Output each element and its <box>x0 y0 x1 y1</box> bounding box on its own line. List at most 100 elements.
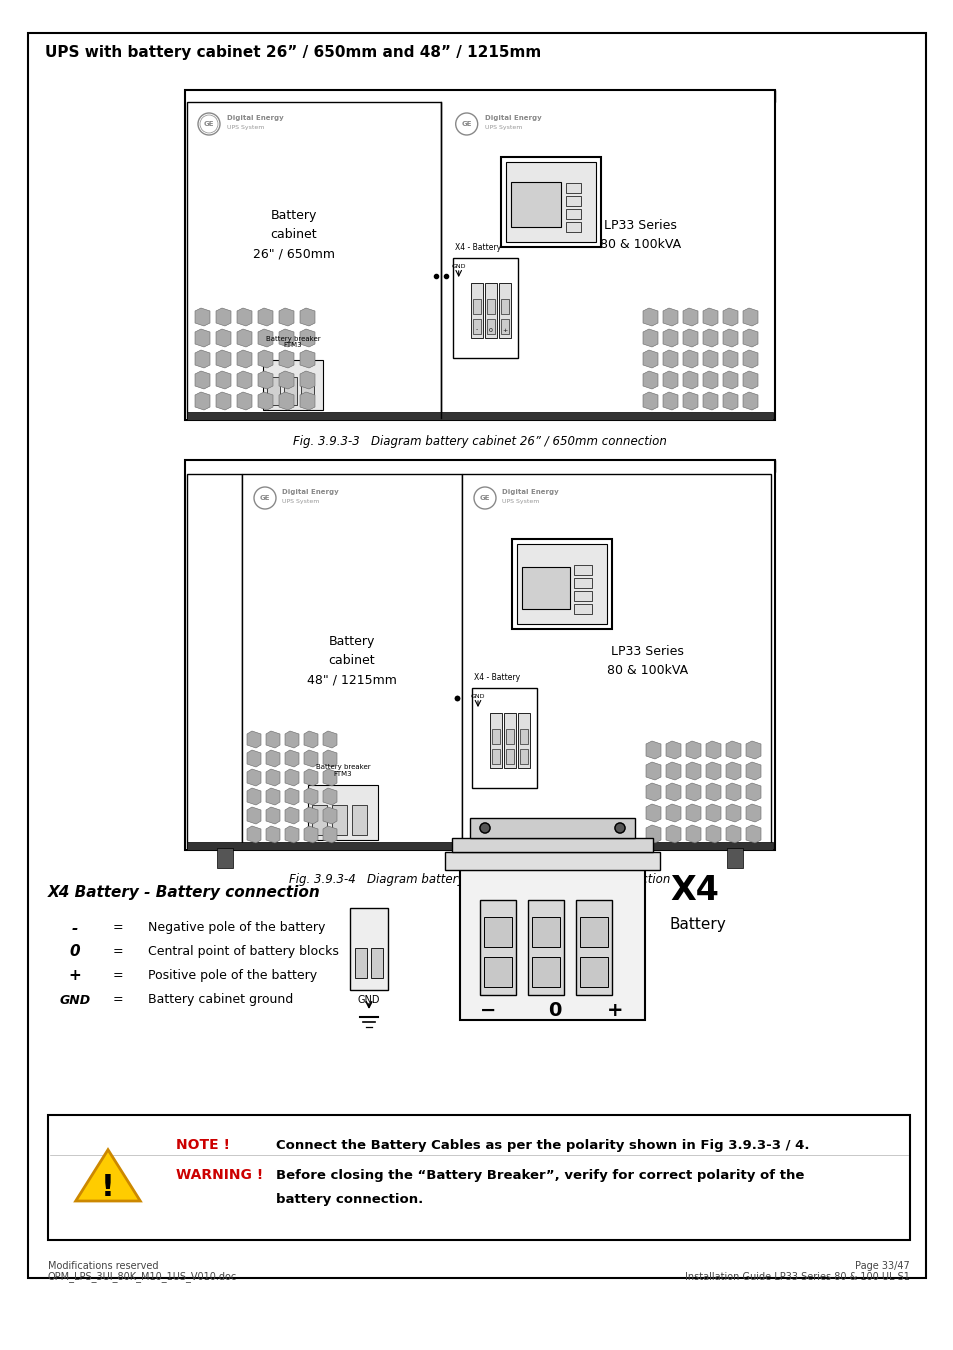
Polygon shape <box>247 826 261 842</box>
Text: Digital Energy: Digital Energy <box>227 115 283 122</box>
Polygon shape <box>278 350 294 369</box>
Polygon shape <box>215 308 231 325</box>
Polygon shape <box>236 308 252 325</box>
Bar <box>500 298 508 315</box>
Polygon shape <box>722 329 738 347</box>
Polygon shape <box>215 329 231 347</box>
Polygon shape <box>685 805 700 822</box>
Text: GE: GE <box>461 122 472 127</box>
Bar <box>500 319 508 333</box>
Text: GND: GND <box>451 263 465 269</box>
Polygon shape <box>725 761 740 780</box>
Text: !: ! <box>101 1173 114 1202</box>
Bar <box>565 221 580 232</box>
Bar <box>574 578 592 589</box>
Bar <box>574 603 592 614</box>
Polygon shape <box>247 751 261 767</box>
Text: Negative pole of the battery: Negative pole of the battery <box>148 922 325 934</box>
Bar <box>517 544 606 624</box>
Bar <box>486 298 495 315</box>
Polygon shape <box>266 826 280 842</box>
Text: Digital Energy: Digital Energy <box>501 489 558 495</box>
Text: UPS System: UPS System <box>501 500 538 505</box>
Bar <box>187 412 772 420</box>
Polygon shape <box>682 392 698 410</box>
Polygon shape <box>702 308 718 325</box>
Text: X4 - Battery: X4 - Battery <box>474 674 519 682</box>
Polygon shape <box>285 807 298 824</box>
Bar <box>350 909 388 990</box>
Polygon shape <box>685 825 700 842</box>
Text: X4 - Battery: X4 - Battery <box>455 243 500 252</box>
Bar <box>194 108 335 140</box>
Bar <box>486 319 495 333</box>
Text: battery connection.: battery connection. <box>275 1193 423 1207</box>
Polygon shape <box>662 392 678 410</box>
Polygon shape <box>645 783 660 801</box>
Bar <box>483 917 512 946</box>
Bar <box>492 749 499 764</box>
Bar <box>371 948 382 977</box>
Polygon shape <box>323 751 336 767</box>
Polygon shape <box>722 392 738 410</box>
Polygon shape <box>299 329 314 347</box>
Polygon shape <box>742 371 758 389</box>
Polygon shape <box>194 392 210 410</box>
Bar <box>267 377 280 405</box>
Bar <box>492 729 499 744</box>
Text: FTM3: FTM3 <box>283 342 302 348</box>
Text: Battery breaker: Battery breaker <box>266 336 320 342</box>
Polygon shape <box>323 730 336 748</box>
Bar <box>479 900 516 995</box>
Polygon shape <box>257 392 273 410</box>
Text: =: = <box>112 945 123 958</box>
Bar <box>498 284 510 338</box>
Text: Digital Energy: Digital Energy <box>484 115 541 122</box>
Bar <box>726 848 742 868</box>
Polygon shape <box>742 308 758 325</box>
Polygon shape <box>278 329 294 347</box>
Bar <box>490 713 501 768</box>
Polygon shape <box>665 825 680 842</box>
Polygon shape <box>323 788 336 805</box>
Polygon shape <box>742 392 758 410</box>
Text: GE: GE <box>204 122 214 127</box>
Polygon shape <box>304 788 317 805</box>
Text: +: + <box>69 968 81 984</box>
Bar <box>503 713 516 768</box>
Polygon shape <box>304 769 317 786</box>
Polygon shape <box>236 329 252 347</box>
Polygon shape <box>722 371 738 389</box>
Text: OPM_LPS_3UI_80K_M10_1US_V010.doc: OPM_LPS_3UI_80K_M10_1US_V010.doc <box>48 1272 237 1282</box>
Polygon shape <box>702 392 718 410</box>
Polygon shape <box>266 807 280 824</box>
Text: Connect the Battery Cables as per the polarity shown in Fig 3.9.3-3 / 4.: Connect the Battery Cables as per the po… <box>275 1138 809 1152</box>
Polygon shape <box>266 788 280 805</box>
Text: X4: X4 <box>669 873 719 906</box>
Bar <box>187 842 772 850</box>
Bar <box>461 474 770 848</box>
Bar <box>452 838 652 852</box>
Polygon shape <box>323 769 336 786</box>
Bar <box>332 805 347 836</box>
Polygon shape <box>247 769 261 786</box>
Bar <box>187 103 440 418</box>
Bar <box>459 869 644 1021</box>
Polygon shape <box>299 371 314 389</box>
Text: Positive pole of the battery: Positive pole of the battery <box>148 969 316 983</box>
Polygon shape <box>323 807 336 824</box>
Polygon shape <box>705 825 720 842</box>
Polygon shape <box>304 826 317 842</box>
Polygon shape <box>745 761 760 780</box>
Polygon shape <box>705 783 720 801</box>
Polygon shape <box>247 807 261 824</box>
Polygon shape <box>299 308 314 325</box>
Polygon shape <box>642 371 658 389</box>
Text: 0: 0 <box>488 328 492 332</box>
Polygon shape <box>725 783 740 801</box>
Polygon shape <box>725 805 740 822</box>
Polygon shape <box>278 392 294 410</box>
Polygon shape <box>662 371 678 389</box>
Polygon shape <box>685 741 700 759</box>
Bar <box>308 784 377 840</box>
